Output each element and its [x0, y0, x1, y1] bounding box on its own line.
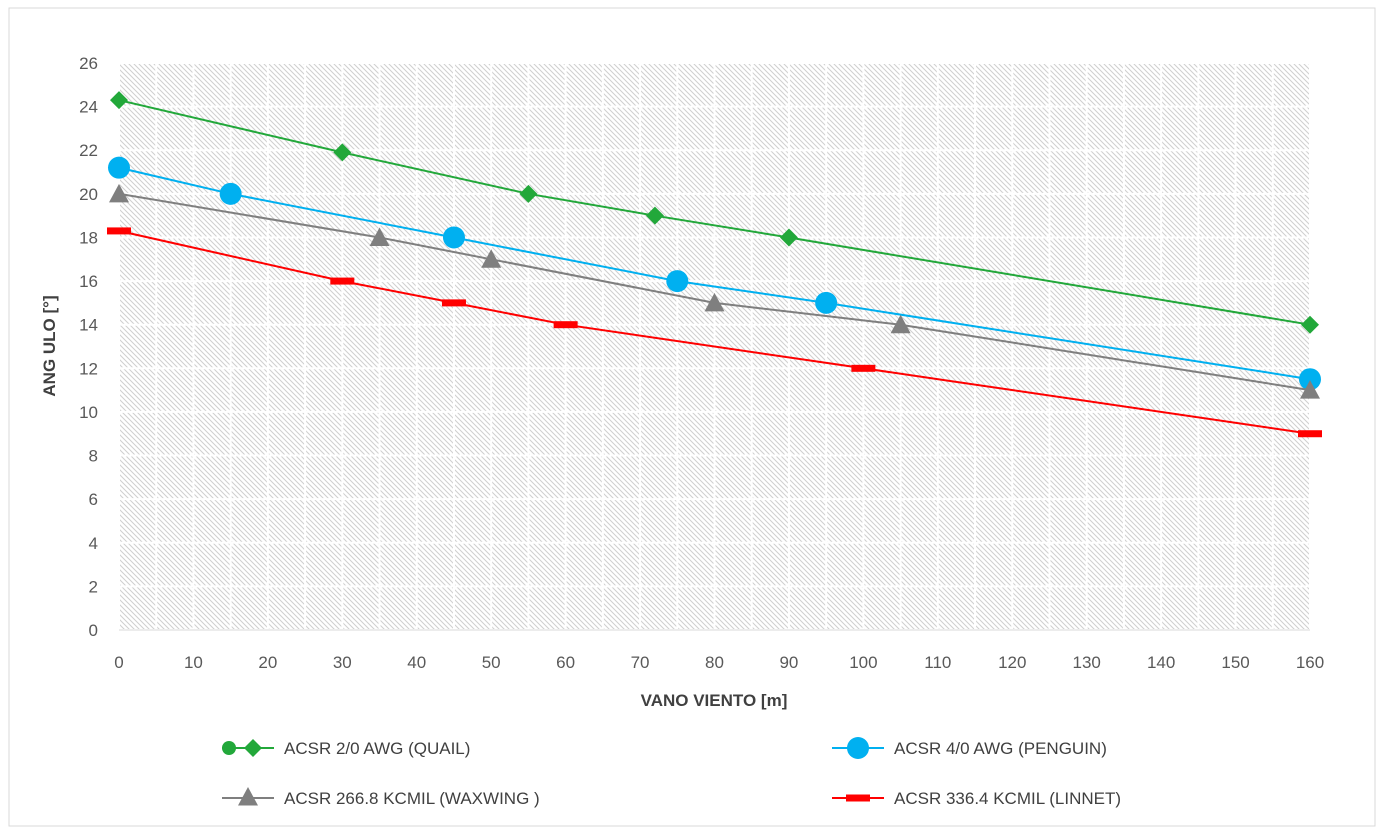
- data-point: [553, 321, 578, 329]
- series-2: [108, 156, 1321, 391]
- data-point: [1298, 430, 1322, 438]
- series-3: [109, 183, 1320, 399]
- legend-label: ACSR 266.8 KCMIL (WAXWING ): [284, 789, 540, 808]
- y-tick-label: 24: [79, 98, 98, 117]
- series-1: [110, 91, 1319, 334]
- x-tick-label: 10: [184, 653, 203, 672]
- legend-entry: ACSR 2/0 AWG (QUAIL): [222, 739, 470, 758]
- x-tick-label: 150: [1221, 653, 1249, 672]
- y-tick-label: 0: [89, 621, 98, 640]
- y-axis-title: ANG ULO [°]: [40, 295, 59, 396]
- data-point: [107, 227, 131, 235]
- data-point: [851, 364, 876, 372]
- series-line: [118, 192, 1311, 392]
- data-point: [108, 156, 130, 179]
- x-tick-label: 30: [333, 653, 352, 672]
- data-point: [815, 291, 838, 314]
- data-point: [1300, 380, 1320, 399]
- x-tick-label: 60: [556, 653, 575, 672]
- grid-lines: [118, 62, 1311, 631]
- x-tick-label: 20: [258, 653, 277, 672]
- y-tick-label: 10: [79, 403, 98, 422]
- data-point: [110, 91, 128, 110]
- legend-entry: ACSR 266.8 KCMIL (WAXWING ): [222, 787, 540, 808]
- data-point: [333, 143, 352, 162]
- data-point: [666, 270, 689, 293]
- legend-label: ACSR 336.4 KCMIL (LINNET): [894, 789, 1121, 808]
- data-point: [645, 206, 664, 225]
- legend-swatch-marker: [846, 794, 870, 802]
- series-line: [118, 229, 1311, 435]
- data-point: [1299, 368, 1321, 391]
- y-tick-label: 12: [79, 359, 98, 378]
- y-tick-label: 26: [79, 54, 98, 73]
- data-point: [442, 226, 465, 249]
- data-point: [109, 183, 129, 203]
- data-point: [219, 182, 242, 205]
- x-tick-label: 120: [998, 653, 1026, 672]
- data-point: [704, 292, 725, 312]
- x-tick-label: 50: [482, 653, 501, 672]
- x-tick-label: 0: [114, 653, 123, 672]
- legend-swatch-marker: [222, 741, 236, 755]
- y-tick-label: 14: [79, 316, 98, 335]
- y-tick-label: 8: [89, 447, 98, 466]
- data-point: [779, 228, 798, 247]
- y-tick-label: 4: [89, 534, 98, 553]
- x-tick-label: 90: [779, 653, 798, 672]
- x-tick-label: 130: [1073, 653, 1101, 672]
- x-tick-label: 140: [1147, 653, 1175, 672]
- data-point: [330, 277, 355, 285]
- x-tick-label: 110: [924, 653, 951, 672]
- y-tick-label: 18: [79, 228, 98, 247]
- series-4: [107, 227, 1322, 438]
- y-tick-label: 6: [89, 490, 98, 509]
- data-point: [441, 299, 466, 307]
- x-tick-label: 80: [705, 653, 724, 672]
- data-point: [1301, 315, 1319, 334]
- legend-entry: ACSR 336.4 KCMIL (LINNET): [832, 789, 1121, 808]
- legend-label: ACSR 2/0 AWG (QUAIL): [284, 739, 470, 758]
- series-group: [107, 91, 1322, 438]
- legend: ACSR 2/0 AWG (QUAIL) ACSR 4/0 AWG (PENGUI…: [222, 737, 1121, 808]
- legend-swatch-marker: [244, 739, 262, 757]
- legend-swatch-marker: [847, 737, 869, 759]
- data-point: [519, 184, 538, 203]
- data-point: [890, 314, 911, 334]
- x-tick-label: 40: [407, 653, 426, 672]
- x-tick-label: 160: [1296, 653, 1324, 672]
- data-point: [481, 249, 502, 268]
- series-line: [118, 99, 1311, 326]
- x-tick-labels: 0 10 20 30 40 50 60 70 80 90 100 110 120 130 140 150 160: [114, 653, 1324, 672]
- legend-swatch-marker: [238, 787, 258, 806]
- legend-label: ACSR 4/0 AWG (PENGUIN): [894, 739, 1107, 758]
- x-axis-title: VANO VIENTO [m]: [641, 691, 788, 710]
- x-tick-label: 70: [631, 653, 650, 672]
- y-tick-label: 16: [79, 272, 98, 291]
- data-point: [369, 227, 390, 246]
- y-tick-label: 22: [79, 141, 98, 160]
- y-tick-label: 20: [79, 185, 98, 204]
- y-tick-label: 2: [89, 577, 98, 596]
- series-line: [118, 166, 1311, 381]
- legend-entry: ACSR 4/0 AWG (PENGUIN): [832, 737, 1107, 759]
- x-tick-label: 100: [849, 653, 877, 672]
